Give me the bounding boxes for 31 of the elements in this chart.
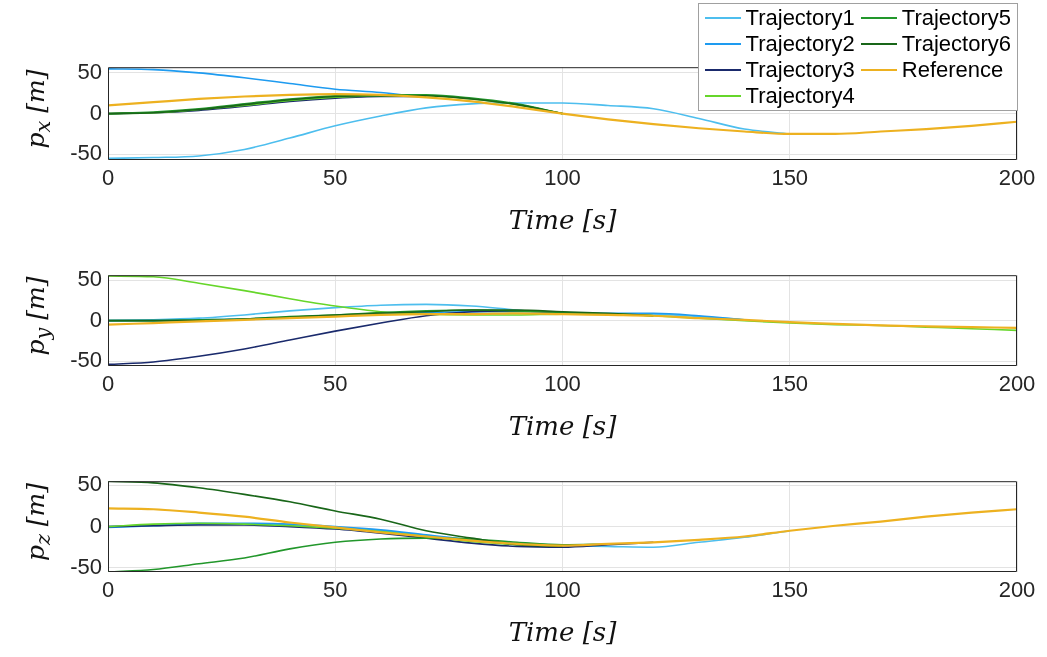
x-tick-label: 100: [544, 165, 581, 191]
y-tick-label: -50: [70, 347, 102, 373]
x-axis-title: Time [s]: [508, 411, 618, 442]
legend-label: Trajectory6: [901, 31, 1011, 57]
legend-label: Trajectory2: [745, 31, 855, 57]
legend-label: Trajectory5: [901, 5, 1011, 31]
y-tick-label: -50: [70, 140, 102, 166]
legend-label: Reference: [901, 57, 1004, 83]
legend-label: Trajectory4: [745, 83, 855, 109]
x-tick-label: 150: [771, 371, 809, 397]
x-tick-label: 100: [544, 577, 581, 603]
y-tick-label: -50: [70, 553, 102, 579]
y-tick-label: 0: [89, 99, 102, 125]
y-tick-label: 50: [77, 58, 102, 84]
y-tick-label: 0: [89, 306, 102, 332]
legend-label: Trajectory3: [745, 57, 855, 83]
x-tick-label: 150: [771, 165, 809, 191]
x-axis-title: Time [s]: [508, 617, 618, 648]
legend-label: Trajectory1: [745, 5, 855, 31]
x-tick-label: 200: [998, 165, 1036, 191]
x-tick-label: 200: [998, 577, 1036, 603]
x-tick-label: 100: [544, 371, 581, 397]
y-tick-label: 50: [77, 471, 102, 497]
x-tick-label: 50: [323, 371, 348, 397]
x-tick-label: 150: [771, 577, 809, 603]
y-tick-label: 0: [89, 512, 102, 538]
x-tick-label: 200: [998, 371, 1036, 397]
x-tick-label: 50: [323, 165, 348, 191]
x-tick-label: 50: [323, 577, 348, 603]
y-tick-label: 50: [77, 266, 102, 292]
x-axis-title: Time [s]: [508, 205, 618, 236]
